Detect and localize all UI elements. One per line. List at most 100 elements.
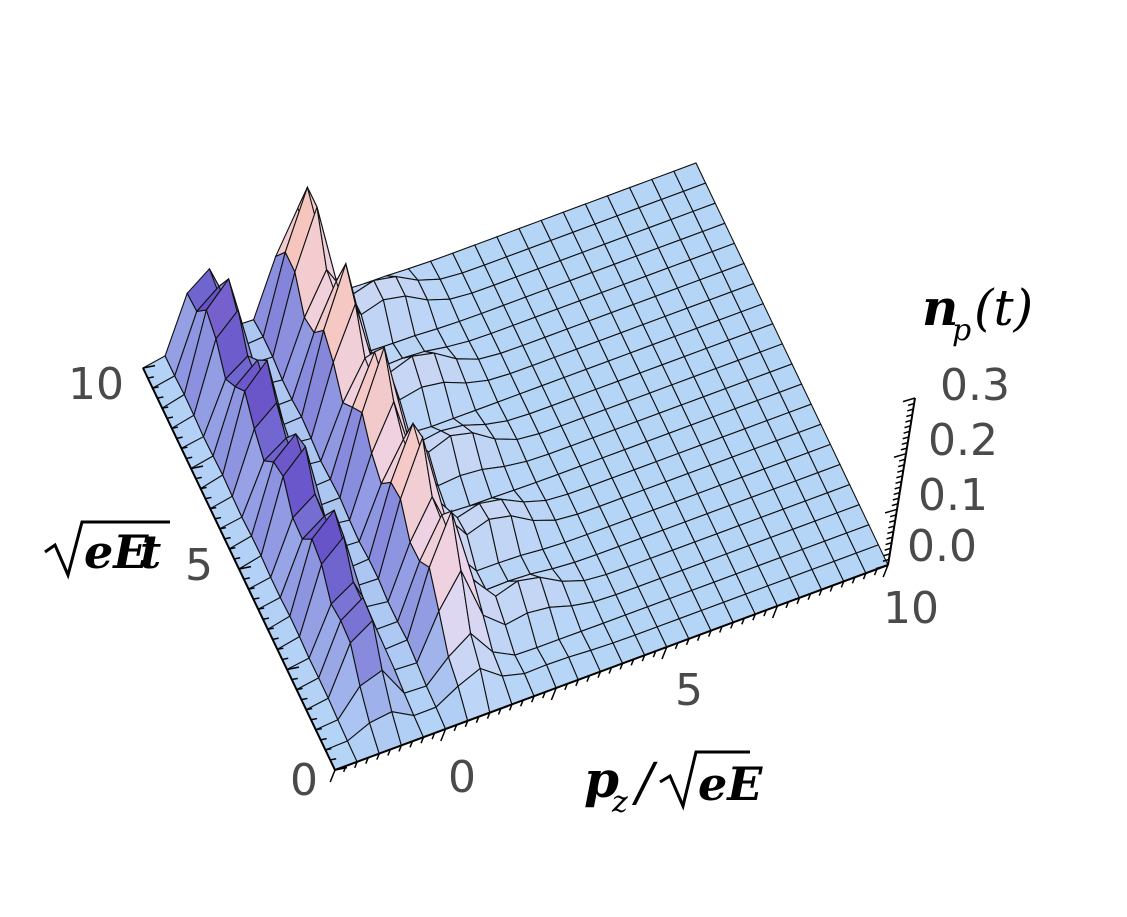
t-tick-5: 5: [185, 540, 213, 591]
n-tick-mark: [889, 514, 897, 518]
t-tick-mark: [262, 617, 270, 620]
svg-text:z: z: [611, 785, 628, 820]
p-tick-mark: [630, 659, 635, 666]
n-tick-0.2: 0.2: [928, 415, 998, 466]
p-tick-mark: [882, 564, 889, 578]
n-axis-ticks: [875, 397, 916, 570]
p-tick-mark: [707, 630, 712, 637]
p-tick-mark: [376, 753, 380, 760]
p-tick-mark: [661, 646, 668, 660]
n-tick-mark: [903, 430, 910, 434]
sqrt-symbol-2: [659, 750, 750, 811]
n-tick-mark: [906, 408, 914, 412]
n-tick-mark: [907, 402, 915, 407]
svg-text:eE: eE: [84, 525, 149, 579]
svg-text:(t): (t): [974, 279, 1033, 337]
p-tick-mark: [608, 667, 613, 674]
p-tick-mark: [431, 732, 436, 740]
n-tick-mark: [885, 542, 892, 546]
t-tick-mark: [286, 666, 300, 671]
t-tick-mark: [296, 687, 303, 691]
t-tick-mark: [176, 436, 183, 440]
n-tick-mark: [896, 475, 903, 479]
t-tick-mark: [282, 657, 289, 661]
t-tick-mark: [325, 747, 332, 751]
t-tick-10: 10: [68, 359, 124, 410]
t-tick-mark: [320, 737, 327, 741]
t-tick-mark: [253, 597, 260, 600]
t-tick-mark: [195, 476, 202, 480]
p-tick-mark: [329, 769, 336, 783]
t-tick-mark: [214, 516, 222, 520]
t-tick-mark: [291, 677, 298, 681]
n-tick-0.0: 0.0: [907, 521, 977, 572]
p-tick-0: 0: [448, 752, 476, 803]
p-tick-mark: [829, 585, 834, 592]
n-tick-0.1: 0.1: [918, 470, 988, 521]
p-axis-ticks: [329, 564, 889, 783]
p-tick-mark: [519, 700, 524, 707]
svg-text:eE: eE: [698, 757, 763, 811]
n-tick-mark: [902, 397, 916, 403]
t-tick-mark: [277, 647, 284, 651]
n-tick-mark: [891, 503, 899, 507]
t-tick-mark: [186, 456, 193, 460]
n-tick-mark: [888, 519, 896, 523]
n-tick-mark: [886, 536, 893, 540]
p-tick-mark: [530, 695, 535, 703]
t-tick-mark: [267, 627, 274, 631]
t-tick-mark: [306, 707, 313, 711]
t-tick-mark: [210, 506, 217, 510]
n-tick-mark: [893, 491, 900, 496]
svg-text:n: n: [922, 278, 958, 337]
p-tick-mark: [763, 609, 768, 617]
t-tick-mark: [248, 587, 255, 590]
t-tick-mark: [224, 536, 231, 540]
t-tick-0: 0: [290, 755, 318, 806]
n-tick-mark: [904, 425, 911, 429]
t-tick-mark: [301, 697, 308, 701]
p-tick-mark: [652, 650, 657, 658]
p-tick-mark: [486, 712, 491, 719]
t-tick-mark: [330, 758, 337, 761]
p-tick-mark: [873, 568, 878, 576]
p-tick-mark: [597, 671, 602, 678]
t-axis-label: eE t: [44, 520, 170, 580]
t-tick-mark: [152, 386, 159, 389]
p-tick-mark: [796, 597, 801, 605]
p-tick-mark: [862, 572, 867, 580]
p-tick-mark: [807, 593, 812, 600]
p-tick-mark: [440, 728, 447, 742]
svg-text:t: t: [140, 525, 161, 579]
n-tick-mark: [894, 486, 901, 490]
p-tick-mark: [785, 601, 790, 609]
t-tick-mark: [205, 496, 212, 500]
p-tick-mark: [342, 765, 347, 773]
n-tick-mark: [887, 530, 894, 535]
p-tick-mark: [409, 741, 414, 748]
t-tick-mark: [200, 486, 207, 490]
p-tick-mark: [741, 618, 745, 625]
t-tick-mark: [157, 396, 164, 399]
t-tick-mark: [162, 406, 169, 409]
p-tick-10: 10: [883, 583, 939, 634]
t-tick-mark: [315, 727, 322, 731]
svg-text:p: p: [952, 313, 971, 348]
svg-text:/: /: [631, 753, 658, 813]
p-tick-mark: [719, 626, 723, 633]
n-tick-mark: [905, 419, 912, 423]
t-tick-mark: [147, 376, 154, 379]
n-axis-label: n p (t): [922, 278, 1033, 348]
t-axis-ticks: [142, 364, 348, 771]
t-tick-mark: [190, 465, 204, 470]
n-tick-mark: [895, 480, 902, 485]
p-tick-mark: [685, 638, 690, 646]
t-tick-mark: [229, 546, 236, 550]
p-tick-mark: [641, 654, 646, 662]
p-tick-mark: [497, 708, 502, 715]
p-tick-mark: [619, 663, 624, 670]
p-tick-mark: [674, 642, 679, 650]
n-tick-mark: [898, 458, 906, 462]
p-tick-mark: [771, 605, 779, 619]
n-tick-mark: [906, 413, 913, 418]
